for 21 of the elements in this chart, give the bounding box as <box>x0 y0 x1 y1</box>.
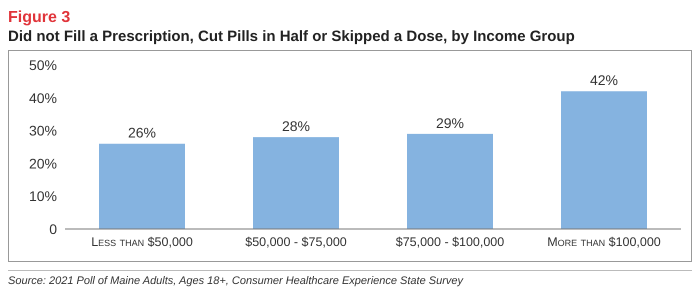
bar <box>407 134 493 229</box>
y-tick-label: 10% <box>28 188 57 204</box>
data-label: 29% <box>436 114 464 131</box>
y-tick-label: 50% <box>28 56 57 73</box>
bar <box>561 91 647 229</box>
source-note: Source: 2021 Poll of Maine Adults, Ages 18+, Consumer Healthcare Experience State Survey <box>8 275 464 287</box>
chart-subtitle: Did not Fill a Prescription, Cut Pills in Half or Skipped a Dose, by Income Group <box>8 27 576 46</box>
y-tick-label: 20% <box>28 155 57 172</box>
x-tick-label: More than $100,000 <box>547 234 661 249</box>
y-tick-label: 0 <box>49 220 58 237</box>
y-tick-label: 40% <box>28 90 57 106</box>
x-tick-label: $50,000 - $75,000 <box>245 234 347 249</box>
chart-title: Figure 3 <box>8 8 72 27</box>
data-label: 28% <box>282 118 310 134</box>
data-label: 42% <box>590 72 618 88</box>
y-tick-label: 30% <box>28 122 57 139</box>
data-label: 26% <box>128 124 156 141</box>
bar <box>99 144 185 229</box>
x-tick-label: $75,000 - $100,000 <box>396 234 504 249</box>
bar <box>253 137 339 229</box>
x-tick-label: Less than $50,000 <box>91 234 193 249</box>
